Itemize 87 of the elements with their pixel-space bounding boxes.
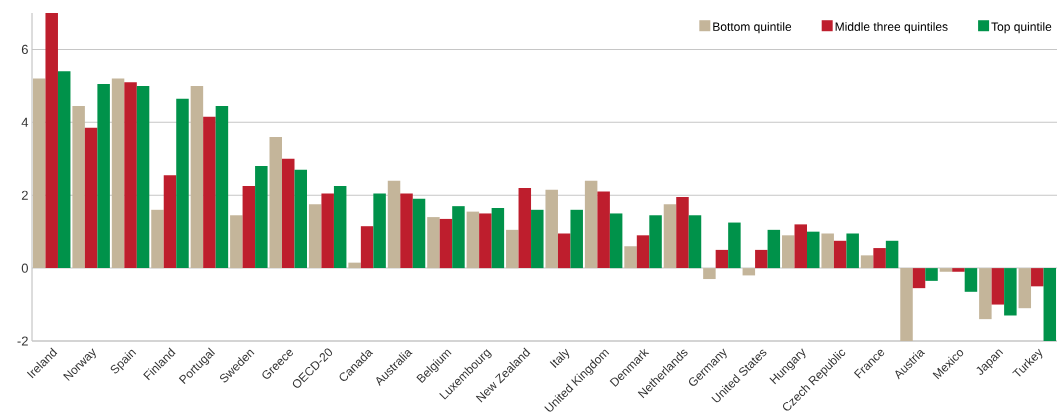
bar	[321, 193, 334, 269]
bar	[479, 213, 492, 269]
bar	[1031, 268, 1044, 287]
bar	[742, 268, 756, 276]
bar	[427, 217, 440, 269]
bar	[663, 204, 677, 269]
bar	[32, 78, 46, 269]
bar	[885, 240, 899, 269]
bar	[794, 224, 807, 269]
bar	[821, 233, 834, 269]
bar	[163, 175, 177, 269]
bar	[991, 268, 1005, 305]
bar	[230, 215, 243, 269]
bar	[282, 158, 295, 269]
y-tick-label: 6	[21, 44, 28, 55]
bar	[755, 249, 768, 269]
bar	[767, 229, 781, 269]
bar	[360, 226, 374, 269]
bar	[649, 215, 662, 269]
bar	[466, 211, 480, 269]
legend-label: Top quintile	[991, 22, 1052, 34]
bar	[255, 166, 268, 269]
bar	[715, 249, 729, 269]
bar	[518, 187, 532, 269]
legend-label: Bottom quintile	[713, 22, 792, 34]
bar	[373, 193, 386, 269]
bar	[57, 71, 71, 269]
y-tick-label: 2	[21, 190, 28, 200]
bar	[703, 268, 716, 280]
bar	[491, 207, 505, 269]
bar	[203, 116, 216, 269]
bar	[833, 240, 847, 269]
bar	[939, 268, 953, 272]
bar	[728, 222, 741, 269]
bar	[846, 233, 859, 269]
bar	[439, 218, 453, 269]
y-tick-label: 0	[21, 263, 28, 273]
bar	[176, 98, 189, 269]
bar	[412, 198, 426, 269]
bar	[1004, 268, 1017, 316]
bar	[925, 268, 938, 281]
bar	[242, 186, 256, 269]
bar	[84, 127, 98, 269]
bar	[688, 215, 702, 269]
bar	[294, 169, 308, 269]
bar	[348, 262, 361, 269]
bar	[636, 235, 650, 269]
bar	[97, 84, 110, 269]
bar	[308, 204, 322, 269]
bar	[873, 248, 886, 269]
bar	[597, 191, 610, 269]
bar	[111, 78, 125, 269]
bar	[1018, 268, 1032, 309]
bar	[387, 180, 401, 269]
bar	[124, 82, 137, 269]
y-tick-label: -2	[17, 336, 28, 346]
bar	[964, 268, 978, 292]
bar	[912, 268, 926, 289]
bar	[570, 209, 583, 269]
bar	[400, 193, 413, 269]
bar	[952, 268, 965, 272]
y-tick-label: 4	[21, 117, 29, 127]
x-tick-label: Italy	[549, 348, 570, 368]
bar	[269, 136, 282, 269]
bar	[190, 85, 204, 269]
bar	[72, 105, 85, 269]
bar	[584, 180, 598, 269]
bar	[624, 246, 637, 269]
bar	[860, 255, 874, 269]
bar	[807, 231, 820, 269]
bar	[452, 206, 465, 269]
bar	[557, 233, 571, 269]
bar	[215, 105, 229, 269]
bar	[979, 268, 992, 320]
bar	[545, 189, 558, 269]
bar	[900, 268, 913, 341]
bar	[676, 197, 689, 269]
bar	[45, 13, 58, 269]
bar	[531, 209, 544, 269]
bar	[151, 209, 164, 269]
bar	[136, 85, 150, 269]
bar	[1043, 268, 1057, 341]
bar	[506, 229, 519, 269]
bar	[333, 186, 347, 269]
bar	[782, 235, 795, 269]
legend-label: Middle three quintiles	[835, 22, 948, 34]
bar	[609, 213, 623, 269]
